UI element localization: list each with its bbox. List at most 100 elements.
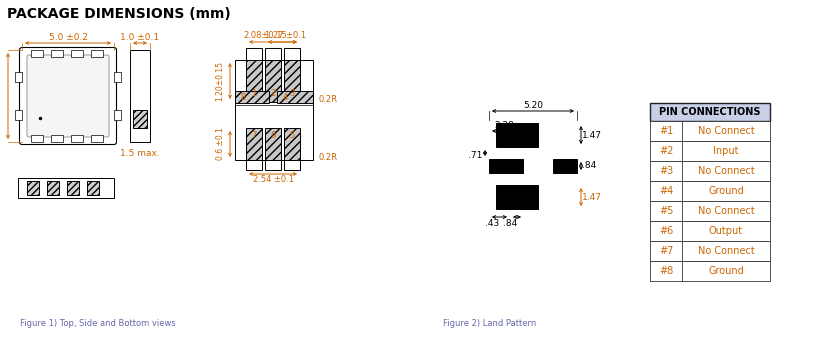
Text: .84: .84 xyxy=(503,218,517,228)
Text: 1.20±0.15: 1.20±0.15 xyxy=(215,61,225,101)
Bar xyxy=(246,48,262,60)
Text: 0.2R: 0.2R xyxy=(318,154,337,163)
Bar xyxy=(71,50,83,57)
Text: #6: #6 xyxy=(659,226,673,236)
Text: Figure 1) Top, Side and Bottom views: Figure 1) Top, Side and Bottom views xyxy=(20,319,176,327)
Text: 5.20: 5.20 xyxy=(523,101,543,110)
Text: 2: 2 xyxy=(271,89,276,98)
Bar xyxy=(246,160,262,170)
Text: No Connect: No Connect xyxy=(697,246,754,256)
Text: #7: #7 xyxy=(659,246,673,256)
Text: #5: #5 xyxy=(659,206,673,216)
Text: #1: #1 xyxy=(659,126,673,136)
Text: 2.28: 2.28 xyxy=(494,121,514,131)
Bar xyxy=(650,201,770,221)
Bar xyxy=(510,185,524,209)
Bar xyxy=(650,241,770,261)
Bar xyxy=(31,135,43,142)
Bar xyxy=(650,141,770,161)
Bar xyxy=(133,110,147,128)
Bar xyxy=(51,50,63,57)
Bar xyxy=(284,60,300,102)
Bar xyxy=(524,123,538,147)
Bar xyxy=(265,128,281,160)
Bar xyxy=(91,50,103,57)
Bar xyxy=(496,123,510,147)
Bar xyxy=(284,48,300,60)
Text: 0.6 ±0.1: 0.6 ±0.1 xyxy=(215,128,225,161)
Text: 2.54 ±0.1: 2.54 ±0.1 xyxy=(252,176,293,185)
Bar xyxy=(27,181,39,195)
Text: Ground: Ground xyxy=(708,186,744,196)
Bar xyxy=(67,181,79,195)
Bar xyxy=(553,159,577,173)
Text: 2.08±0.15: 2.08±0.15 xyxy=(243,30,287,39)
Text: #2: #2 xyxy=(659,146,673,156)
Bar xyxy=(246,128,262,160)
Bar xyxy=(510,123,524,147)
Text: 0.2R: 0.2R xyxy=(318,95,337,104)
Bar xyxy=(130,50,150,142)
Bar xyxy=(650,261,770,281)
Bar xyxy=(650,181,770,201)
Bar xyxy=(18,178,114,198)
Bar xyxy=(277,91,313,103)
Text: 1.5 max.: 1.5 max. xyxy=(120,149,160,158)
Bar xyxy=(265,60,281,102)
Text: 1.47: 1.47 xyxy=(582,131,602,140)
Bar xyxy=(650,103,770,121)
Bar xyxy=(265,48,281,60)
Text: 1.47: 1.47 xyxy=(582,193,602,201)
Bar xyxy=(15,72,22,82)
Bar xyxy=(235,91,269,103)
Text: Figure 2) Land Pattern: Figure 2) Land Pattern xyxy=(443,319,536,327)
Bar xyxy=(265,160,281,170)
Bar xyxy=(47,181,59,195)
Bar xyxy=(650,121,770,141)
Bar xyxy=(246,60,262,102)
Text: #3: #3 xyxy=(659,166,673,176)
Bar xyxy=(114,72,121,82)
Text: 1.0 ±0.1: 1.0 ±0.1 xyxy=(121,32,159,42)
Bar xyxy=(650,221,770,241)
Bar xyxy=(284,160,300,170)
Bar xyxy=(51,135,63,142)
Text: 8: 8 xyxy=(241,94,246,103)
Text: Input: Input xyxy=(713,146,739,156)
Bar xyxy=(650,161,770,181)
Text: .84: .84 xyxy=(582,162,597,171)
Bar xyxy=(235,60,313,160)
Text: #8: #8 xyxy=(659,266,673,276)
Text: 1: 1 xyxy=(251,89,256,98)
Bar xyxy=(87,181,99,195)
Text: 7: 7 xyxy=(251,132,256,141)
Text: Ground: Ground xyxy=(708,266,744,276)
Text: No Connect: No Connect xyxy=(697,166,754,176)
Text: .71: .71 xyxy=(468,150,482,159)
Text: 5: 5 xyxy=(289,132,295,141)
Bar xyxy=(284,128,300,160)
Text: PIN CONNECTIONS: PIN CONNECTIONS xyxy=(660,107,761,117)
Bar xyxy=(71,135,83,142)
FancyBboxPatch shape xyxy=(19,47,116,144)
Text: .43: .43 xyxy=(485,218,499,228)
Text: No Connect: No Connect xyxy=(697,206,754,216)
Text: No Connect: No Connect xyxy=(697,126,754,136)
Text: 3: 3 xyxy=(289,89,295,98)
Text: 5.0 ±0.2: 5.0 ±0.2 xyxy=(0,76,3,116)
FancyBboxPatch shape xyxy=(27,55,109,137)
Text: 5.0 ±0.2: 5.0 ±0.2 xyxy=(49,32,87,42)
Bar xyxy=(31,50,43,57)
Text: PACKAGE DIMENSIONS (mm): PACKAGE DIMENSIONS (mm) xyxy=(7,7,230,21)
Bar xyxy=(114,110,121,120)
Text: 1.27 ±0.1: 1.27 ±0.1 xyxy=(266,30,307,39)
Bar xyxy=(496,185,510,209)
Text: 6: 6 xyxy=(271,132,276,141)
Bar xyxy=(15,110,22,120)
Text: #4: #4 xyxy=(659,186,673,196)
Bar xyxy=(91,135,103,142)
Text: Output: Output xyxy=(709,226,743,236)
Text: 4: 4 xyxy=(282,94,287,103)
Bar xyxy=(489,159,523,173)
Bar xyxy=(524,185,538,209)
